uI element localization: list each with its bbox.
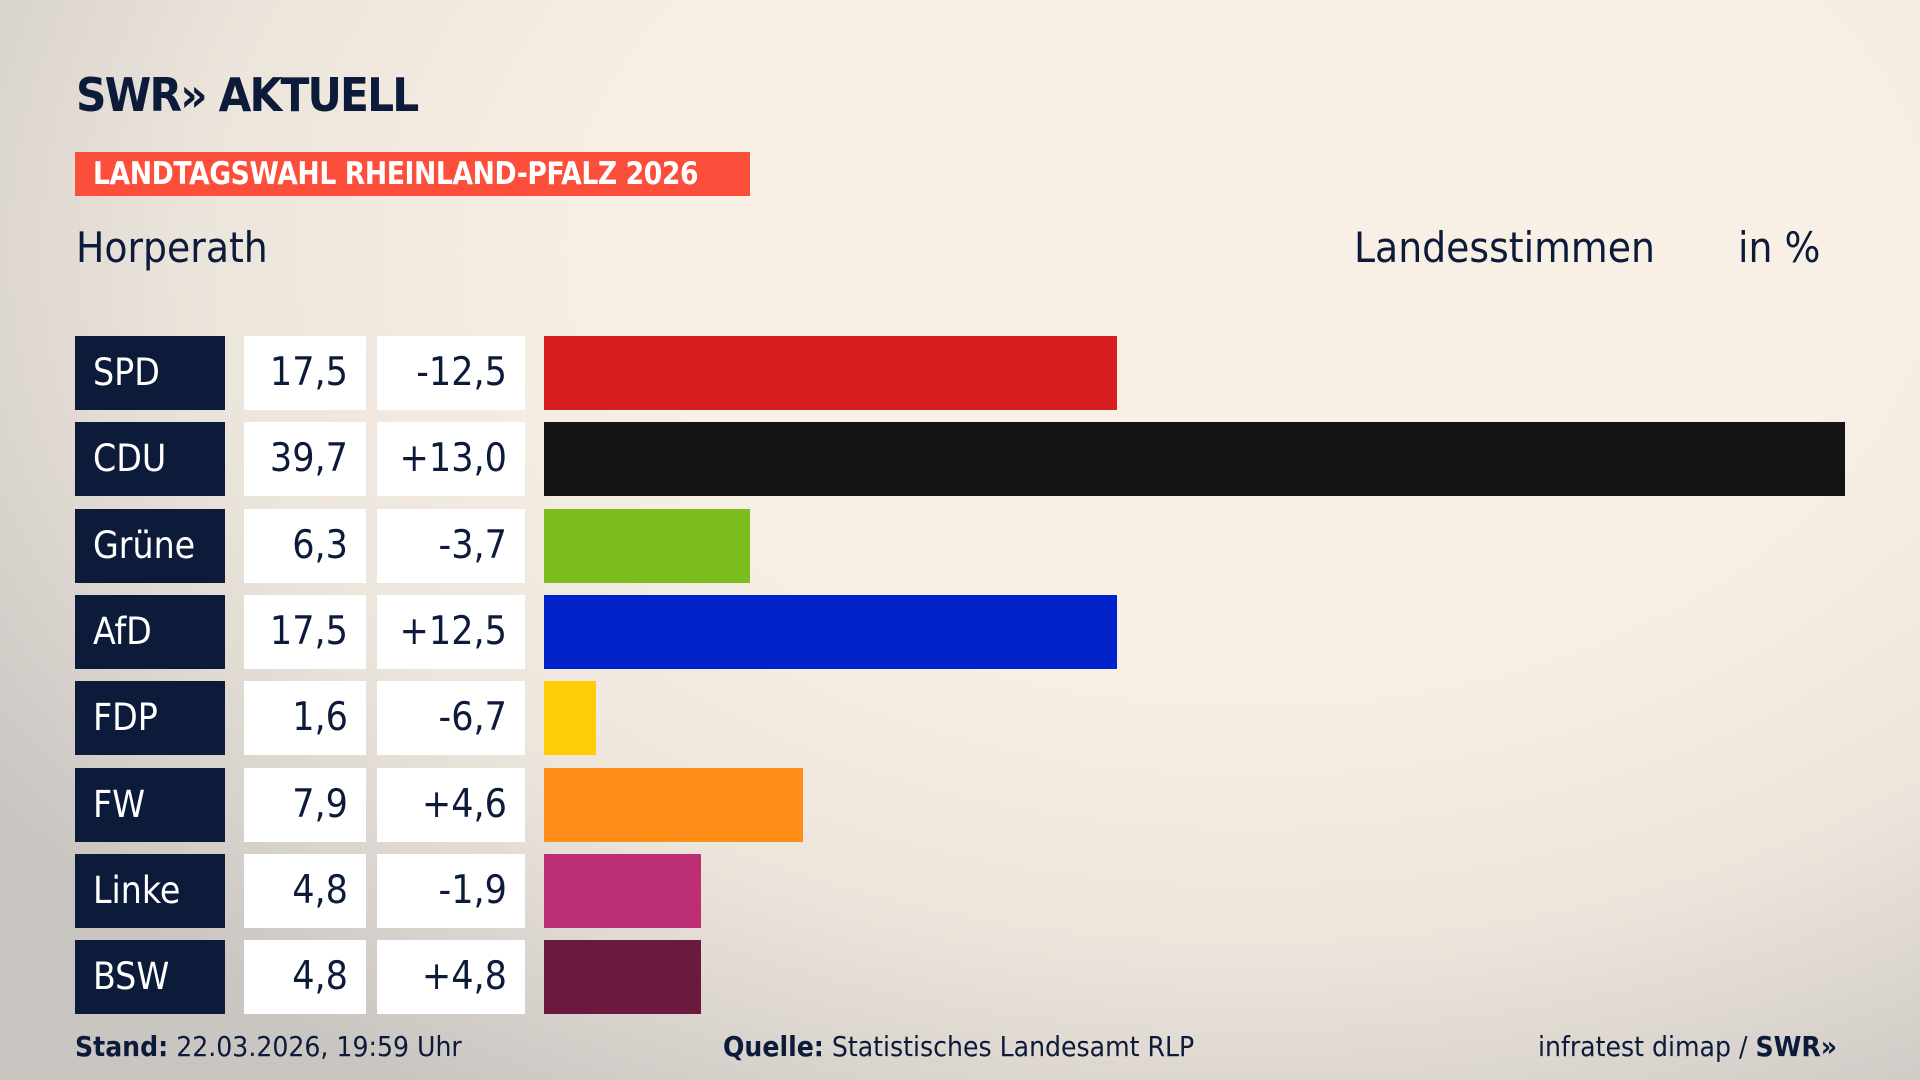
bar-fw: [544, 767, 803, 842]
credit: infratest dimap / SWR»: [1538, 1030, 1837, 1064]
value-label: 6,3: [244, 508, 366, 583]
party-label: AfD: [75, 594, 225, 669]
swr-aktuell-logo: SWR» AKTUELL: [76, 68, 419, 122]
credit-text: infratest dimap /: [1538, 1030, 1748, 1063]
party-label: BSW: [75, 940, 225, 1015]
value-label: 7,9: [244, 767, 366, 842]
timestamp: Stand: 22.03.2026, 19:59 Uhr: [75, 1030, 462, 1064]
election-banner: LANDTAGSWAHL RHEINLAND-PFALZ 2026: [75, 152, 750, 196]
party-label: Grüne: [75, 508, 225, 583]
result-row: CDU 39,7 +13,0: [75, 422, 1875, 497]
party-label: Linke: [75, 853, 225, 928]
value-label: 1,6: [244, 681, 366, 756]
bar-afd: [544, 594, 1118, 669]
measure-label: Landesstimmen: [1354, 223, 1655, 272]
diff-label: +13,0: [377, 422, 525, 497]
diff-label: -12,5: [377, 336, 525, 410]
value-label: 4,8: [244, 853, 366, 928]
timestamp-label: Stand:: [75, 1030, 169, 1063]
unit-label: in %: [1738, 223, 1821, 272]
result-row: Linke 4,8 -1,9: [75, 853, 1875, 928]
value-label: 39,7: [244, 422, 366, 497]
result-row: BSW 4,8 +4,8: [75, 940, 1875, 1015]
diff-label: +12,5: [377, 594, 525, 669]
diff-label: -3,7: [377, 508, 525, 583]
result-row: SPD 17,5 -12,5: [75, 336, 1875, 410]
bar-bsw: [544, 940, 702, 1015]
location-title: Horperath: [76, 223, 268, 272]
party-label: SPD: [75, 336, 225, 410]
value-label: 17,5: [244, 336, 366, 410]
result-row: FDP 1,6 -6,7: [75, 681, 1875, 756]
value-label: 17,5: [244, 594, 366, 669]
banner-text: LANDTAGSWAHL RHEINLAND-PFALZ 2026: [93, 156, 699, 192]
bar-spd: [544, 336, 1118, 410]
result-row: FW 7,9 +4,6: [75, 767, 1875, 842]
diff-label: +4,6: [377, 767, 525, 842]
result-row: Grüne 6,3 -3,7: [75, 508, 1875, 583]
result-row: AfD 17,5 +12,5: [75, 594, 1875, 669]
party-label: FDP: [75, 681, 225, 756]
diff-label: -1,9: [377, 853, 525, 928]
diff-label: +4,8: [377, 940, 525, 1015]
source: Quelle: Statistisches Landesamt RLP: [723, 1030, 1194, 1064]
diff-label: -6,7: [377, 681, 525, 756]
swr-logo: SWR»: [1755, 1030, 1838, 1063]
timestamp-value: 22.03.2026, 19:59 Uhr: [176, 1030, 462, 1063]
source-label: Quelle:: [723, 1030, 824, 1063]
bar-gruene: [544, 508, 751, 583]
bar-cdu: [544, 422, 1845, 497]
bar-fdp: [544, 681, 597, 756]
party-label: CDU: [75, 422, 225, 497]
source-value: Statistisches Landesamt RLP: [831, 1030, 1195, 1063]
value-label: 4,8: [244, 940, 366, 1015]
party-label: FW: [75, 767, 225, 842]
bar-linke: [544, 853, 702, 928]
